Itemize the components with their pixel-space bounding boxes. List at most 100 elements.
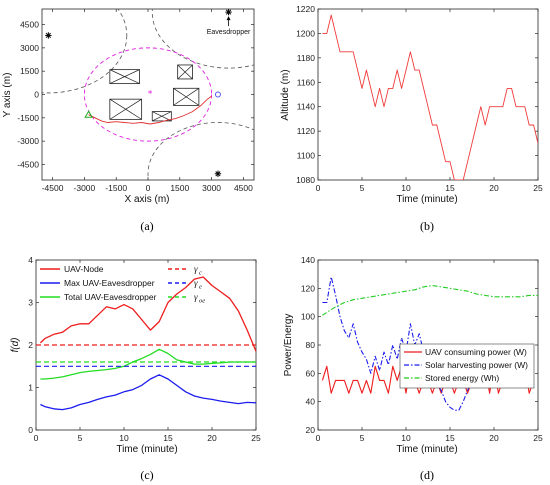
legend-label: Total UAV-Eavesdropper <box>64 292 157 302</box>
y-tick-label: 140 <box>301 255 315 265</box>
x-tick-label: 0 <box>146 183 151 193</box>
y-tick-label: 1080 <box>296 175 315 185</box>
eavesdropper-star-stroke <box>225 9 232 15</box>
power-series-2 <box>322 284 538 316</box>
map-layer: * <box>42 9 254 180</box>
fd-series-2 <box>40 348 256 380</box>
x-tick-label: -4500 <box>42 183 64 193</box>
x-tick-label: 20 <box>489 433 499 443</box>
x-axis-label: Time (minute) <box>396 194 457 205</box>
x-tick-label: 15 <box>163 433 173 443</box>
x-tick-label: 3000 <box>202 183 221 193</box>
eavesdropper-marker <box>225 8 232 16</box>
panel-caption: (d) <box>420 468 434 482</box>
building <box>109 69 140 85</box>
y-tick-label: 80 <box>306 340 316 350</box>
legend-label: UAV-Node <box>64 264 104 274</box>
x-tick-label: 0 <box>316 433 321 443</box>
building-cross <box>173 87 200 106</box>
x-tick-label: -3000 <box>74 183 96 193</box>
annotation-arrowhead <box>226 16 231 21</box>
power-series-1 <box>322 276 534 411</box>
x-tick-label: 25 <box>533 433 543 443</box>
y-tick-label: 3 <box>28 298 33 308</box>
y-tick-label: 1140 <box>297 102 316 112</box>
x-axis-label: Time (minute) <box>396 444 457 455</box>
legend-label: Stored energy (Wh) <box>425 373 499 383</box>
y-tick-label: 3000 <box>20 43 39 53</box>
legend-subscript: e <box>199 284 202 291</box>
x-tick-label: 5 <box>360 433 365 443</box>
legend-symbol: γ <box>194 264 198 274</box>
y-tick-label: 20 <box>306 425 316 435</box>
y-tick-label: -4500 <box>17 159 39 169</box>
building-outline <box>173 87 200 106</box>
y-axis-label: Y axis (m) <box>2 73 13 118</box>
y-tick-label: 0 <box>34 90 39 100</box>
building-outline <box>109 69 140 85</box>
y-tick-label: 1500 <box>20 66 39 76</box>
y-axis-label: Altitude (m) <box>280 69 291 120</box>
y-axis-label: f(d) <box>10 338 21 353</box>
panel-caption: (a) <box>140 219 153 233</box>
uav-trajectory <box>88 95 212 125</box>
y-tick-label: 2 <box>28 340 33 350</box>
eavesdropper-marker <box>214 170 222 177</box>
building-cross <box>152 111 172 122</box>
plot-frame-a <box>41 8 255 181</box>
x-tick-label: 15 <box>445 433 455 443</box>
eavesdropper-range-arc <box>42 9 128 94</box>
coverage-boundary <box>83 47 213 142</box>
y-tick-label: 4500 <box>20 20 39 30</box>
building <box>109 98 143 120</box>
end-marker <box>214 91 221 98</box>
legend-label: UAV consuming power (W) <box>425 347 527 357</box>
eavesdropper-star-stroke <box>45 32 51 39</box>
x-tick-label: 0 <box>316 183 321 193</box>
y-tick-label: 0 <box>28 425 33 435</box>
x-tick-label: 0 <box>34 433 39 443</box>
x-tick-label: 20 <box>489 183 499 193</box>
y-tick-label: 1220 <box>296 4 315 14</box>
x-tick-label: 10 <box>401 433 411 443</box>
building-outline <box>177 64 193 80</box>
y-tick-label: 1100 <box>297 151 316 161</box>
y-tick-label: 120 <box>301 283 315 293</box>
x-tick-label: 10 <box>119 433 129 443</box>
panel-caption: (b) <box>420 219 434 233</box>
legend-label: Solar harvesting power (W) <box>425 360 528 370</box>
x-tick-label: 1500 <box>170 183 189 193</box>
building-cross <box>109 98 142 120</box>
building <box>151 111 172 122</box>
y-tick-label: 4 <box>28 255 33 265</box>
x-axis-label: X axis (m) <box>125 194 170 205</box>
legend-subscript: oe <box>199 298 205 305</box>
building <box>173 87 200 106</box>
legend-symbol: γ <box>194 292 198 302</box>
y-axis-label: Power/Energy <box>283 314 294 377</box>
y-tick-label: 100 <box>301 312 315 322</box>
x-tick-label: 5 <box>78 433 83 443</box>
building-cross <box>177 64 193 80</box>
legend-symbol: γ <box>194 278 198 288</box>
eavesdropper-annotation: Eavesdropper <box>207 29 251 36</box>
legend-label: Max UAV-Eavesdropper <box>64 278 155 288</box>
eavesdropper-star-stroke <box>215 171 221 177</box>
y-tick-label: 60 <box>306 368 316 378</box>
x-tick-label: 10 <box>401 183 411 193</box>
building-outline <box>151 111 172 122</box>
y-tick-label: -1500 <box>17 113 39 123</box>
x-tick-label: 4500 <box>234 183 253 193</box>
start-marker <box>84 110 94 118</box>
plot-frame-b <box>317 8 539 181</box>
eavesdropper-range-arc <box>147 122 254 180</box>
y-tick-label: -3000 <box>17 136 39 146</box>
x-tick-label: 20 <box>207 433 217 443</box>
eavesdropper-marker <box>45 32 52 39</box>
y-tick-label: 1160 <box>297 77 316 87</box>
x-tick-label: 25 <box>533 183 543 193</box>
x-axis-label: Time (minute) <box>116 444 177 455</box>
y-tick-label: 40 <box>306 397 316 407</box>
panel-caption: (c) <box>140 468 153 482</box>
